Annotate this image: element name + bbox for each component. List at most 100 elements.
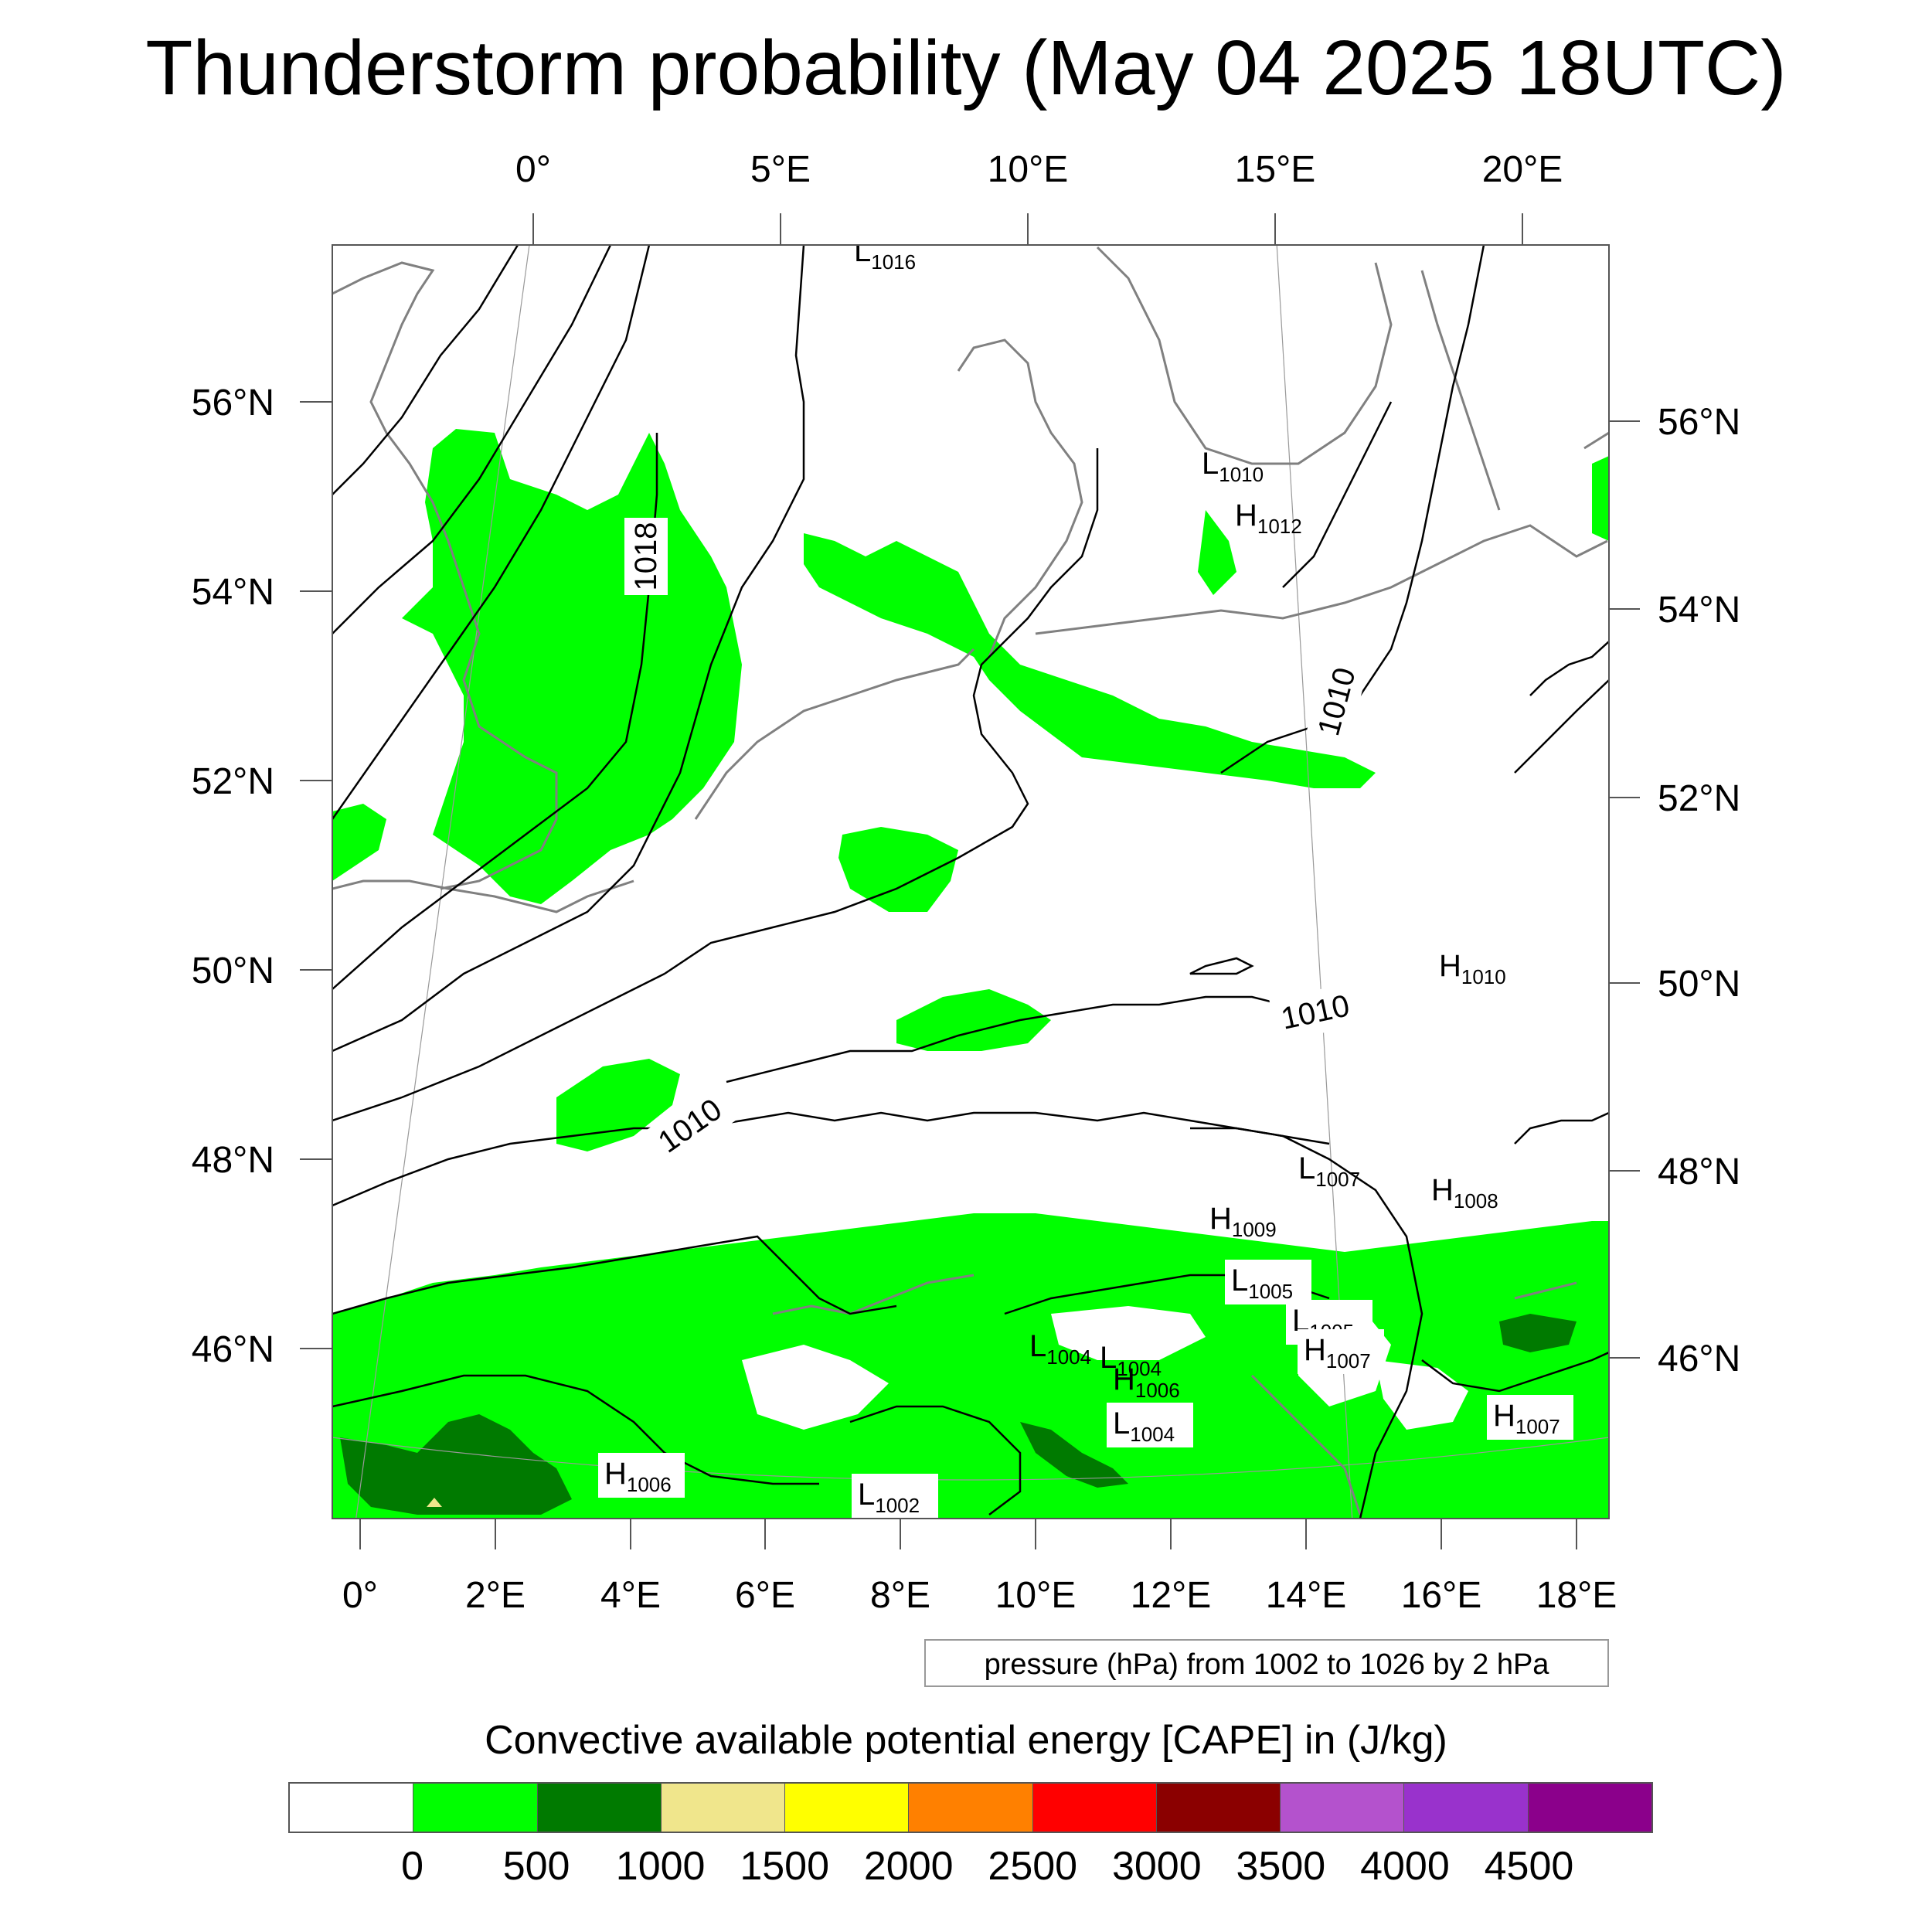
svg-text:L1004: L1004 xyxy=(1100,1341,1162,1380)
colorbar-tick-label: 3000 xyxy=(1111,1844,1202,1889)
left-lat-label: 56°N xyxy=(192,383,274,423)
pressure-center-high: H1007 xyxy=(1298,1329,1384,1374)
pressure-center-high: H1010 xyxy=(1439,949,1506,988)
left-lat-label: 52°N xyxy=(192,761,274,802)
cape-region-czech xyxy=(896,989,1051,1051)
bottom-lon-label: 0° xyxy=(342,1575,378,1616)
svg-text:L1004: L1004 xyxy=(1029,1329,1091,1369)
colorbar-tick-label: 4000 xyxy=(1360,1844,1450,1889)
left-lat-label: 54°N xyxy=(192,572,274,613)
pressure-center-type: H xyxy=(1113,1362,1135,1396)
svg-text:L1004: L1004 xyxy=(1113,1406,1175,1446)
svg-text:L1016: L1016 xyxy=(854,234,916,274)
pressure-center-type: L xyxy=(1202,447,1219,481)
pressure-center-low: L1005 xyxy=(1225,1260,1311,1304)
colorbar-tick-label: 1500 xyxy=(740,1844,830,1889)
colorbar-swatch xyxy=(1528,1784,1651,1832)
pressure-center-value: 1006 xyxy=(627,1473,672,1496)
svg-text:L1005: L1005 xyxy=(1231,1264,1293,1303)
pressure-center-value: 1004 xyxy=(1046,1345,1091,1369)
cape-region-france xyxy=(556,1059,680,1151)
svg-text:H1006: H1006 xyxy=(604,1457,672,1496)
svg-text:H1009: H1009 xyxy=(1209,1202,1277,1241)
bottom-lon-label: 18°E xyxy=(1536,1575,1617,1616)
svg-text:L1010: L1010 xyxy=(1202,447,1264,486)
colorbar-tick-label: 2500 xyxy=(988,1844,1078,1889)
pressure-center-value: 1007 xyxy=(1315,1168,1360,1191)
pressure-center-high: H1006 xyxy=(598,1453,685,1498)
pressure-center-type: H xyxy=(1431,1173,1454,1207)
cape-fill-500-1000 xyxy=(340,1314,1577,1515)
colorbar-tick-label: 3500 xyxy=(1236,1844,1326,1889)
colorbar-title: Convective available potential energy [C… xyxy=(485,1718,1447,1763)
svg-text:H1006: H1006 xyxy=(1113,1362,1180,1402)
cape-fill-1000-1500 xyxy=(427,1498,442,1507)
top-lon-label: 20°E xyxy=(1482,149,1563,190)
colorbar-swatch xyxy=(1032,1784,1157,1832)
pressure-center-low: L1016 xyxy=(854,234,916,274)
pressure-center-type: L xyxy=(1100,1341,1117,1375)
coastlines xyxy=(332,246,1609,1515)
isobar-label-1018: 1018 xyxy=(629,522,663,591)
cape-region-germany-north xyxy=(804,533,1376,788)
chart-title: Thunderstorm probability (May 04 2025 18… xyxy=(145,25,1787,111)
colorbar-swatch xyxy=(413,1784,538,1832)
colorbar-swatch xyxy=(1281,1784,1405,1832)
pressure-center-value: 1016 xyxy=(871,250,916,274)
pressure-center-value: 1005 xyxy=(1248,1280,1293,1303)
isobars xyxy=(332,245,1609,1519)
pressure-center-high: H1006 xyxy=(1113,1362,1180,1402)
bottom-lon-label: 4°E xyxy=(600,1575,661,1616)
svg-text:H1007: H1007 xyxy=(1493,1399,1560,1438)
cape-region-south-west xyxy=(332,804,386,881)
pressure-center-high: H1012 xyxy=(1235,498,1302,538)
pressure-center-value: 1006 xyxy=(1135,1379,1180,1402)
svg-text:L1007: L1007 xyxy=(1298,1151,1360,1191)
bottom-lon-label: 14°E xyxy=(1266,1575,1347,1616)
left-lat-label: 46°N xyxy=(192,1329,274,1370)
pressure-legend-note: pressure (hPa) from 1002 to 1026 by 2 hP… xyxy=(924,1639,1609,1687)
right-lat-label: 54°N xyxy=(1658,590,1740,631)
pressure-center-value: 1010 xyxy=(1219,463,1264,486)
pressure-center-type: L xyxy=(854,234,871,268)
axis-labels: 0° 5°E 10°E 15°E 20°E 0° 2°E 4°E 6°E 8°E 10°E 12°E 1… xyxy=(192,149,1741,1616)
bottom-lon-label: 10°E xyxy=(995,1575,1077,1616)
pressure-center-value: 1012 xyxy=(1257,515,1302,538)
colorbar-swatch xyxy=(909,1784,1033,1832)
pressure-center-type: L xyxy=(1113,1406,1130,1440)
pressure-center-value: 1008 xyxy=(1454,1189,1498,1213)
pressure-center-value: 1007 xyxy=(1515,1415,1560,1438)
bottom-lon-label: 2°E xyxy=(465,1575,526,1616)
left-lat-label: 50°N xyxy=(192,951,274,992)
right-lat-label: 56°N xyxy=(1658,402,1740,443)
pressure-center-low: L1002 xyxy=(852,1474,938,1519)
colorbar xyxy=(288,1782,1653,1833)
pressure-center-type: H xyxy=(1439,949,1461,983)
pressure-center-low: L1007 xyxy=(1298,1151,1360,1191)
colorbar-swatch xyxy=(785,1784,910,1832)
pressure-center-low: L1004 xyxy=(1107,1403,1193,1447)
top-lon-label: 0° xyxy=(515,149,551,190)
colorbar-labels: 0 500 1000 1500 2000 2500 3000 3500 4000 4500 xyxy=(0,1843,1932,1897)
map-frame xyxy=(332,244,1610,1519)
svg-text:L1002: L1002 xyxy=(858,1478,920,1517)
pressure-center-type: H xyxy=(1209,1202,1232,1236)
colorbar-swatch xyxy=(1404,1784,1529,1832)
colorbar-swatch xyxy=(537,1784,662,1832)
top-lon-label: 15°E xyxy=(1235,149,1316,190)
pressure-center-value: 1009 xyxy=(1232,1218,1277,1241)
pressure-center-low: L1010 xyxy=(1202,447,1264,486)
pressure-center-value: 1004 xyxy=(1117,1357,1162,1380)
svg-text:H1008: H1008 xyxy=(1431,1173,1498,1213)
cape-region-central xyxy=(838,827,958,912)
pressure-center-low: L1004 xyxy=(1029,1329,1091,1369)
pressure-center-value: 1004 xyxy=(1130,1423,1175,1446)
top-lon-label: 10°E xyxy=(988,149,1069,190)
pressure-center-value: 1002 xyxy=(875,1494,920,1517)
right-lat-label: 46°N xyxy=(1658,1338,1740,1379)
svg-text:H1012: H1012 xyxy=(1235,498,1302,538)
colorbar-tick-label: 500 xyxy=(502,1844,570,1889)
colorbar-tick-label: 4500 xyxy=(1484,1844,1574,1889)
